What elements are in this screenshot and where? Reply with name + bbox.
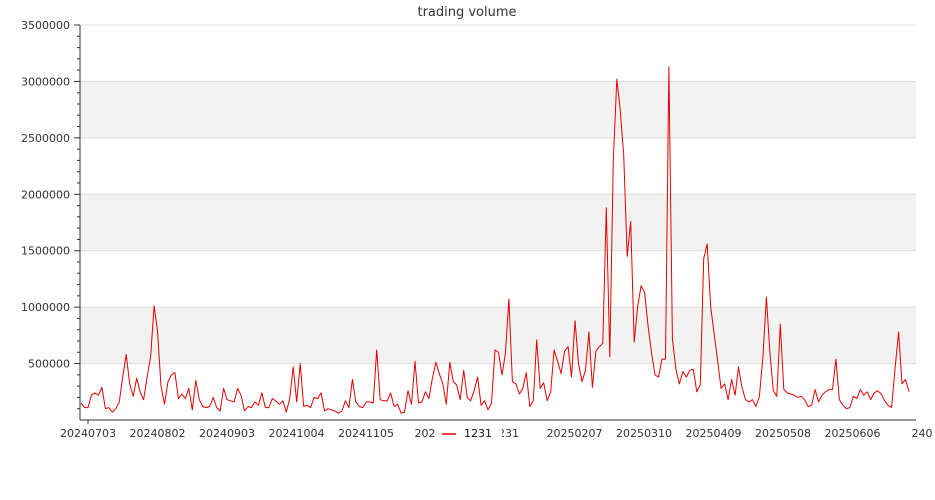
x-axis-ticks: 20240703 20240802 20240903 20241004 20241105… — [60, 420, 933, 440]
x-tick-label: 20250310 — [616, 427, 672, 440]
y-axis-ticks: 500000 1000000 1500000 2000000 2500000 300000… — [21, 19, 80, 410]
legend-label: 1231 — [464, 427, 492, 440]
y-tick-label: 500000 — [28, 358, 70, 371]
axes — [79, 25, 916, 421]
series-line — [80, 66, 910, 414]
y-tick-label: 2000000 — [21, 188, 70, 201]
chart-title: trading volume — [417, 5, 516, 20]
x-tick-label: 20240802 — [130, 427, 186, 440]
x-tick-label: 20250409 — [686, 427, 742, 440]
series-layer — [80, 66, 910, 414]
grid-band — [80, 194, 916, 251]
background-bands — [80, 81, 916, 364]
y-tick-label: 1000000 — [21, 301, 70, 314]
grid-lines — [80, 24, 916, 365]
y-tick-label: 3500000 — [21, 19, 70, 32]
legend: 1231 — [436, 424, 502, 442]
x-tick-label: 20250508 — [755, 427, 811, 440]
x-tick-label: 240 — [912, 427, 933, 440]
legend-background — [436, 424, 502, 442]
x-tick-label: 20250207 — [547, 427, 603, 440]
x-tick-label: 20241105 — [338, 427, 394, 440]
y-tick-label: 1500000 — [21, 245, 70, 258]
x-tick-label: 20240703 — [60, 427, 116, 440]
x-tick-label: 20241004 — [269, 427, 325, 440]
grid-band — [80, 307, 916, 364]
y-tick-label: 3000000 — [21, 75, 70, 88]
x-tick-label: 20240903 — [199, 427, 255, 440]
y-tick-label: 2500000 — [21, 132, 70, 145]
grid-band — [80, 81, 916, 138]
x-tick-label: 20250606 — [825, 427, 881, 440]
